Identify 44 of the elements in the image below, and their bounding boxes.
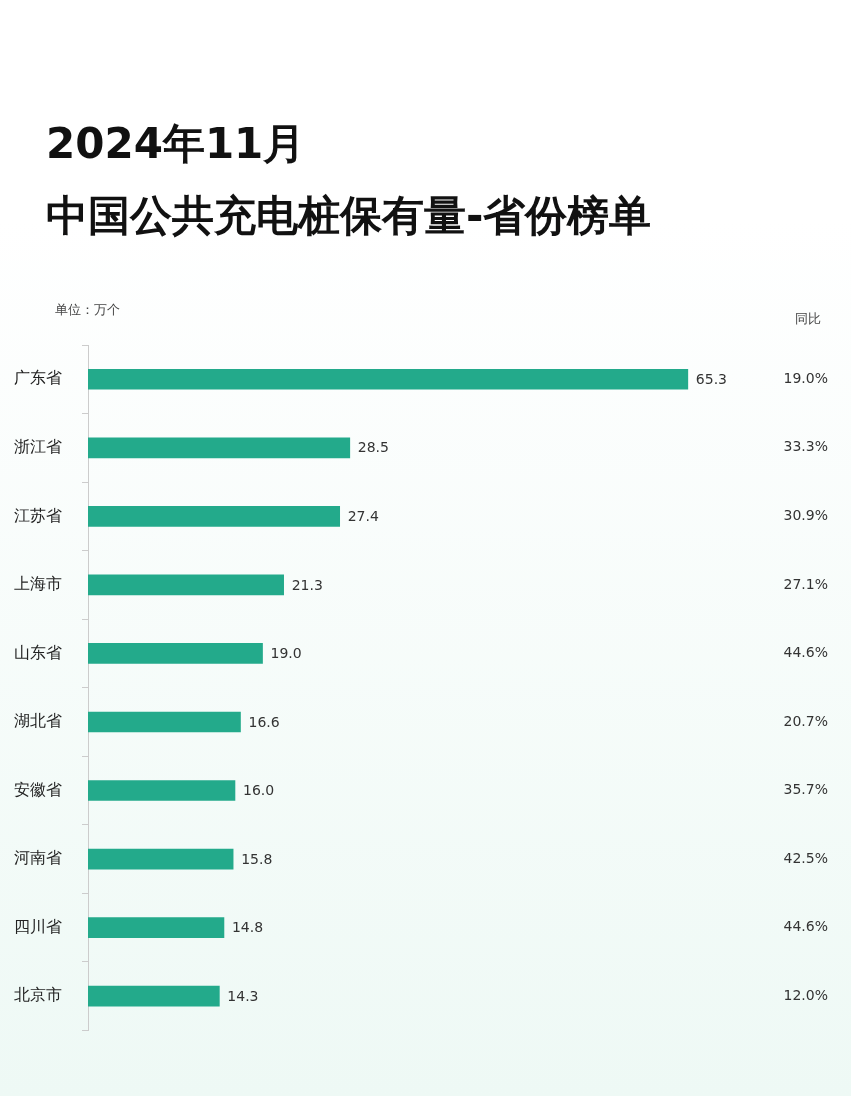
data-label: 19.0 xyxy=(270,645,302,662)
data-label: 15.8 xyxy=(241,850,273,867)
data-label: 16.6 xyxy=(248,713,280,730)
text: 单位：万个 xyxy=(55,302,120,318)
y-tick-label: 四川省 xyxy=(14,916,62,936)
bar xyxy=(88,711,241,733)
chart-title: 2024年11月 xyxy=(46,118,307,170)
data-label: 21.3 xyxy=(291,576,323,593)
y-tick-label: 江苏省 xyxy=(14,505,62,525)
text: 19.0% xyxy=(783,369,828,386)
text: 35.7% xyxy=(783,781,828,798)
bar xyxy=(88,985,220,1007)
y-tick-label: 上海市 xyxy=(14,574,62,594)
y-tick-label: 北京市 xyxy=(14,985,62,1005)
data-label: 27.4 xyxy=(347,507,379,524)
data-label: 14.3 xyxy=(227,987,259,1004)
chart-subtitle: 中国公共充电桩保有量-省份榜单 xyxy=(46,190,652,242)
text: 12.0% xyxy=(783,986,828,1003)
bar xyxy=(88,917,225,938)
text: 42.5% xyxy=(783,849,828,866)
text: 30.9% xyxy=(783,506,828,523)
data-label: 16.0 xyxy=(242,782,275,799)
bar xyxy=(88,780,236,801)
y-tick-label: 安徽省 xyxy=(14,779,62,799)
text: 33.3% xyxy=(783,438,828,455)
text: 20.7% xyxy=(783,712,828,729)
data-label: 14.8 xyxy=(231,919,264,936)
y-tick-label: 广东省 xyxy=(14,368,62,388)
y-tick-label: 湖北省 xyxy=(14,711,62,731)
bar xyxy=(88,506,341,527)
text: 44.6% xyxy=(783,918,828,935)
text: 27.1% xyxy=(783,575,828,592)
text: 44.6% xyxy=(783,644,828,661)
data-label: 28.5 xyxy=(357,439,389,456)
y-tick-label: 浙江省 xyxy=(14,436,62,456)
y-tick-label: 山东省 xyxy=(14,642,62,662)
bar xyxy=(88,574,284,596)
bar xyxy=(88,643,263,664)
data-label: 65.3 xyxy=(695,370,727,387)
bar xyxy=(88,368,689,390)
y-tick-label: 河南省 xyxy=(14,848,62,868)
bar xyxy=(88,437,351,459)
bar xyxy=(88,848,234,870)
text: 同比 xyxy=(795,311,821,327)
